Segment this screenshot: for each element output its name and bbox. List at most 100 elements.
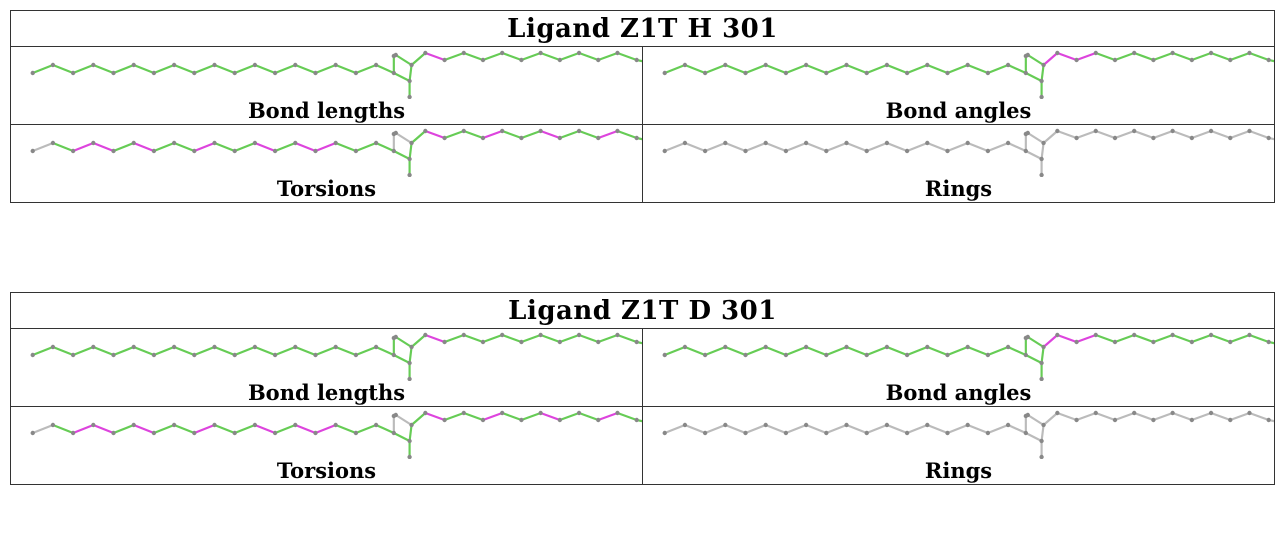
atom — [423, 128, 428, 134]
bond — [233, 423, 256, 435]
atom — [423, 332, 428, 338]
atom — [333, 422, 338, 428]
bond — [1248, 51, 1270, 62]
atom — [131, 422, 136, 428]
bond — [558, 333, 581, 344]
bond — [520, 333, 542, 344]
atom — [70, 430, 76, 436]
bond — [683, 141, 707, 153]
atom — [1151, 417, 1156, 423]
panel-torsions: Torsions — [10, 406, 643, 485]
bond — [1094, 411, 1117, 422]
bond — [253, 141, 277, 153]
bond — [1075, 411, 1097, 422]
atom — [723, 62, 728, 68]
bond — [577, 333, 600, 344]
atom — [1170, 50, 1175, 56]
bond — [520, 51, 542, 62]
atom — [192, 70, 197, 76]
atom — [965, 62, 970, 68]
bond — [253, 423, 277, 435]
atom — [409, 140, 414, 146]
atom — [212, 422, 217, 428]
atom — [763, 422, 768, 428]
atom — [171, 344, 177, 350]
bond — [1209, 129, 1232, 140]
bond — [274, 141, 297, 153]
bond — [663, 63, 687, 75]
bond — [51, 63, 75, 75]
bond — [354, 423, 378, 435]
atom — [1005, 422, 1011, 428]
ligand-block-z1t-d: Ligand Z1T D 301 Bond lengths Bond angle… — [10, 292, 1275, 485]
bond — [1209, 411, 1232, 422]
molecule-diagram — [662, 128, 1274, 177]
bond — [462, 129, 485, 140]
atom — [1025, 52, 1030, 58]
bond — [616, 51, 638, 62]
atom — [1039, 156, 1044, 162]
bond — [1040, 345, 1045, 365]
atom — [1247, 50, 1252, 56]
bond — [72, 63, 95, 75]
bond — [193, 141, 216, 153]
atom — [192, 352, 197, 358]
atom — [763, 344, 768, 350]
atom — [945, 352, 950, 358]
bond — [539, 411, 561, 422]
bond — [1248, 129, 1270, 140]
bond — [314, 63, 337, 75]
bond — [1113, 333, 1136, 344]
atom — [824, 70, 829, 76]
atom — [519, 417, 524, 423]
atom — [1005, 344, 1011, 350]
atom — [131, 62, 136, 68]
atom — [864, 352, 869, 358]
bond — [784, 345, 808, 357]
atom — [576, 410, 582, 416]
bond — [1229, 333, 1251, 344]
bond — [501, 51, 523, 62]
atom — [1039, 360, 1044, 366]
atom — [373, 140, 379, 146]
atom — [373, 62, 379, 68]
bond — [1229, 51, 1251, 62]
bond — [597, 129, 619, 140]
atom — [965, 344, 970, 350]
bond — [132, 141, 156, 153]
atom — [407, 360, 412, 366]
atom — [171, 140, 177, 146]
atom — [1039, 376, 1044, 381]
bond — [1024, 353, 1043, 365]
bond — [663, 345, 687, 357]
bond — [51, 141, 75, 153]
bond — [152, 141, 176, 153]
atom — [945, 430, 950, 436]
bond — [31, 423, 55, 435]
atom — [252, 140, 258, 146]
atom — [232, 430, 237, 436]
bond — [173, 63, 196, 75]
bond — [424, 333, 446, 344]
panel-caption: Bond lengths — [247, 380, 406, 405]
atom — [844, 422, 849, 428]
atom — [313, 148, 318, 154]
atom — [212, 344, 217, 350]
atom — [407, 172, 412, 177]
bond — [1152, 51, 1174, 62]
atom — [1228, 57, 1233, 63]
atom — [925, 422, 930, 428]
bond — [354, 63, 378, 75]
atom — [50, 62, 56, 68]
bond — [577, 51, 600, 62]
bond — [906, 423, 929, 435]
atom — [232, 70, 237, 76]
bond — [462, 51, 485, 62]
atom — [803, 140, 809, 146]
bond — [906, 141, 929, 153]
atom — [1189, 57, 1195, 63]
atom — [50, 344, 56, 350]
atom — [702, 148, 708, 154]
panel-caption: Bond lengths — [247, 98, 406, 123]
bond — [1209, 51, 1232, 62]
